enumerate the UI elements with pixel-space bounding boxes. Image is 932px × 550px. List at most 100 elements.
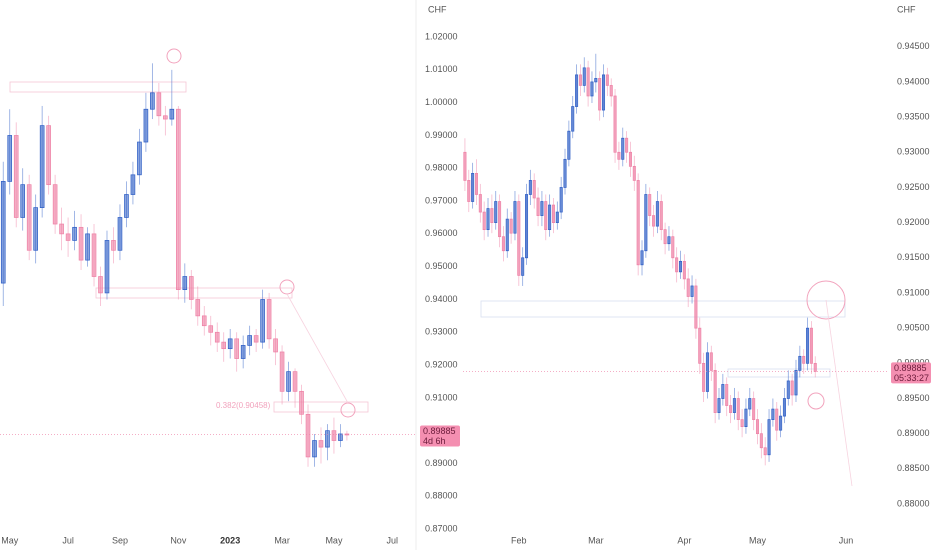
y-tick-label: 1.00000 — [425, 97, 458, 107]
y-tick-label: 1.01000 — [425, 64, 458, 74]
candle-body — [521, 257, 525, 276]
candle-body — [540, 201, 544, 216]
candle-body — [331, 430, 337, 441]
candle-body — [775, 408, 779, 431]
candle-body — [571, 106, 575, 132]
candle-body — [176, 108, 181, 290]
candle-body — [490, 208, 494, 223]
candle-body — [698, 327, 702, 364]
y-tick-label: 0.94000 — [425, 294, 458, 304]
candle-body — [214, 331, 220, 343]
candle-body — [678, 260, 683, 273]
price-tag-value: 0.89885 — [894, 363, 927, 373]
candle-body — [240, 345, 246, 359]
candle-body — [752, 398, 756, 420]
y-tick-label: 0.92000 — [425, 359, 458, 369]
currency-label: CHF — [897, 4, 916, 14]
candle-body — [111, 240, 116, 251]
candle-body — [52, 184, 58, 225]
x-tick-label: May — [325, 535, 343, 545]
candle-body — [779, 415, 783, 431]
marker-circle — [806, 280, 846, 320]
candle-body — [675, 257, 679, 273]
zone — [95, 287, 293, 299]
y-tick-label: 0.89000 — [425, 458, 458, 468]
candle-body — [582, 67, 586, 86]
candle-body — [806, 327, 810, 364]
candle-body — [602, 74, 606, 111]
candle-body — [525, 194, 529, 259]
candle-body — [528, 180, 532, 195]
candle-body — [648, 194, 652, 216]
candle-body — [20, 184, 25, 218]
candle-body — [33, 207, 38, 251]
candle-body — [690, 285, 694, 297]
candle-body — [117, 217, 123, 251]
candle-body — [46, 125, 51, 186]
candle-body — [305, 413, 311, 458]
candle-body — [671, 236, 675, 259]
candle-body — [682, 260, 686, 280]
x-tick-label: Jul — [62, 535, 74, 545]
candle-body — [292, 371, 298, 392]
candle-body — [640, 250, 644, 266]
candle-body — [137, 141, 142, 176]
y-tick-label: 0.95000 — [425, 261, 458, 271]
candle-body — [279, 351, 285, 392]
price-tag — [420, 425, 460, 447]
currency-label: CHF — [428, 4, 447, 14]
candle-body — [130, 174, 136, 195]
y-tick-label: 0.89500 — [897, 393, 930, 403]
candle-body — [471, 173, 475, 202]
candle-body — [563, 158, 567, 188]
y-tick-label: 0.88000 — [897, 498, 930, 508]
candle-body — [548, 204, 552, 231]
y-tick-label: 0.92500 — [897, 182, 930, 192]
candle-body — [7, 135, 13, 182]
x-tick-label: 2023 — [220, 535, 240, 545]
candle-body — [632, 165, 636, 181]
candle-body — [104, 240, 110, 294]
projection-line — [286, 293, 349, 404]
zone — [9, 81, 187, 93]
candle-body — [299, 390, 304, 415]
candle-body — [85, 233, 90, 261]
candle-body — [156, 92, 162, 117]
candle-body — [652, 215, 656, 227]
y-tick-label: 0.99000 — [425, 130, 458, 140]
price-tag — [891, 362, 931, 384]
candle-body — [513, 201, 517, 234]
candle-body — [286, 371, 291, 392]
candle-body — [567, 130, 571, 160]
candle-body — [26, 184, 32, 251]
fib-annotation: 0.382(0.90458) — [216, 401, 271, 410]
candle-body — [188, 276, 194, 300]
candle-body — [325, 430, 330, 448]
candle-body — [694, 285, 698, 329]
x-tick-label: Sep — [112, 535, 128, 545]
candle-body — [208, 325, 214, 333]
candle-body — [686, 278, 690, 297]
candle-body — [786, 380, 790, 399]
candle-body — [729, 405, 733, 413]
candle-body — [605, 74, 609, 86]
candle-body — [482, 211, 486, 231]
y-tick-label: 0.88500 — [897, 463, 930, 473]
candle-body — [150, 92, 155, 110]
candle-body — [498, 201, 502, 238]
candle-body — [659, 201, 663, 231]
y-tick-label: 0.87000 — [425, 523, 458, 533]
price-tag-countdown: 05:33:27 — [894, 373, 929, 383]
candle-body — [195, 299, 201, 317]
candle-body — [609, 85, 613, 97]
candle-body — [59, 223, 64, 235]
marker-circle — [166, 48, 182, 64]
candle-body — [575, 74, 579, 107]
candle-body — [721, 384, 725, 399]
candle-body — [598, 78, 602, 111]
candle-body — [759, 433, 763, 449]
y-tick-label: 0.96000 — [425, 228, 458, 238]
candle-body — [767, 419, 771, 456]
candle-body — [536, 197, 540, 216]
